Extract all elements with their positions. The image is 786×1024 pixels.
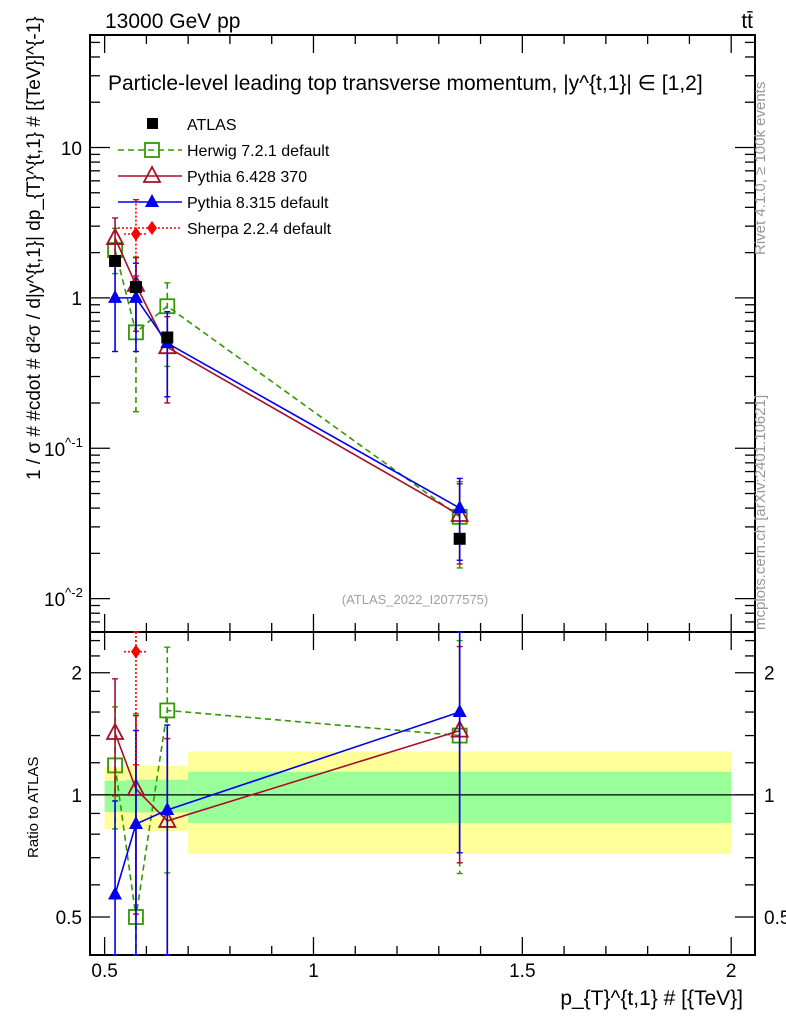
pythia-6-428-370-line [114,237,461,516]
y-axis-label: 1 / σ # #cdot # d²σ / d|y^{t,1}| dp_{T}^… [24,16,45,480]
herwig-7-2-1-default-point [159,702,176,719]
ratio-tick-label-left: 0.5 [56,908,82,929]
pythia-8-315-default-line [114,711,460,895]
pythia-6-428-370-line [114,729,460,822]
legend-marker-pythia-8-315-default [145,194,159,207]
data-marks [105,198,470,956]
ratio-y-axis-label: Ratio to ATLAS [25,757,42,858]
axes: 10 1 10^-1 10^-2 0.5 1 1.5 2 2 2 1 1 0.5 0.5 [44,34,786,982]
atlas-data-point [161,331,174,344]
pythia-8-315-default-point [452,500,467,514]
ratio-tick-label-right: 0.5 [764,908,786,929]
x-tick-label: 1.5 [509,961,535,982]
atlas-data-point [453,532,466,545]
analysis-id: (ATLAS_2022_I2077575) [342,592,488,607]
legend-label-herwig-7-2-1-default: Herwig 7.2.1 default [187,143,330,160]
ratio-tick-label-left: 2 [71,664,82,685]
x-axis-label: p_{T}^{t,1} # [{TeV}] [560,987,743,1010]
legend: ATLAS Herwig 7.2.1 default Pythia 6.428 37… [118,117,332,238]
mcplots-label: mcplots.cern.ch [arXiv:2401.10621] [752,395,769,630]
pythia-8-315-default-point [128,289,143,303]
legend-label-sherpa-2-2-4-default: Sherpa 2.2.4 default [187,221,332,238]
energy-label: 13000 GeV pp [105,10,240,33]
ratio-panel-frame [89,631,756,956]
ratio-tick-label-left: 1 [71,786,82,807]
process-label: tt̄ [741,10,753,33]
x-tick-label: 1 [308,961,319,982]
pythia-8-315-default-point [128,816,143,830]
atlas-data-point [129,281,142,294]
pythia-8-315-default-point [108,289,123,303]
ratio-tick-label-right: 2 [764,664,775,685]
sherpa-2-2-4-default-point [130,226,141,241]
pythia-8-315-default-line [115,297,461,509]
legend-label-pythia-8-315-default: Pythia 8.315 default [187,195,329,212]
y-tick-label: 10^-2 [44,585,83,611]
legend-marker-sherpa-2-2-4-default [147,221,157,235]
y-tick-label: 1 [71,289,82,310]
legend-marker-pythia-6-428-370 [142,165,162,183]
x-tick-label: 2 [726,961,737,982]
rivet-label: Rivet 4.1.0, ≥ 100k events [752,82,769,255]
legend-label-pythia-6-428-370: Pythia 6.428 370 [187,169,307,186]
pythia-8-315-default-point [452,704,467,718]
ratio-tick-label-right: 1 [764,786,775,807]
atlas-data-point [109,254,122,267]
y-tick-label: 10^-1 [44,435,83,461]
pythia-6-428-370-point [105,227,125,245]
legend-label-atlas: ATLAS [187,117,237,134]
sherpa-2-2-4-default-point [130,644,141,659]
y-tick-label: 10 [61,139,82,160]
plot-title: Particle-level leading top transverse mo… [108,72,703,95]
legend-marker-herwig-7-2-1-default [144,142,160,158]
pythia-6-428-370-point [105,722,125,740]
x-tick-label: 0.5 [91,961,117,982]
legend-marker-atlas [147,118,158,129]
